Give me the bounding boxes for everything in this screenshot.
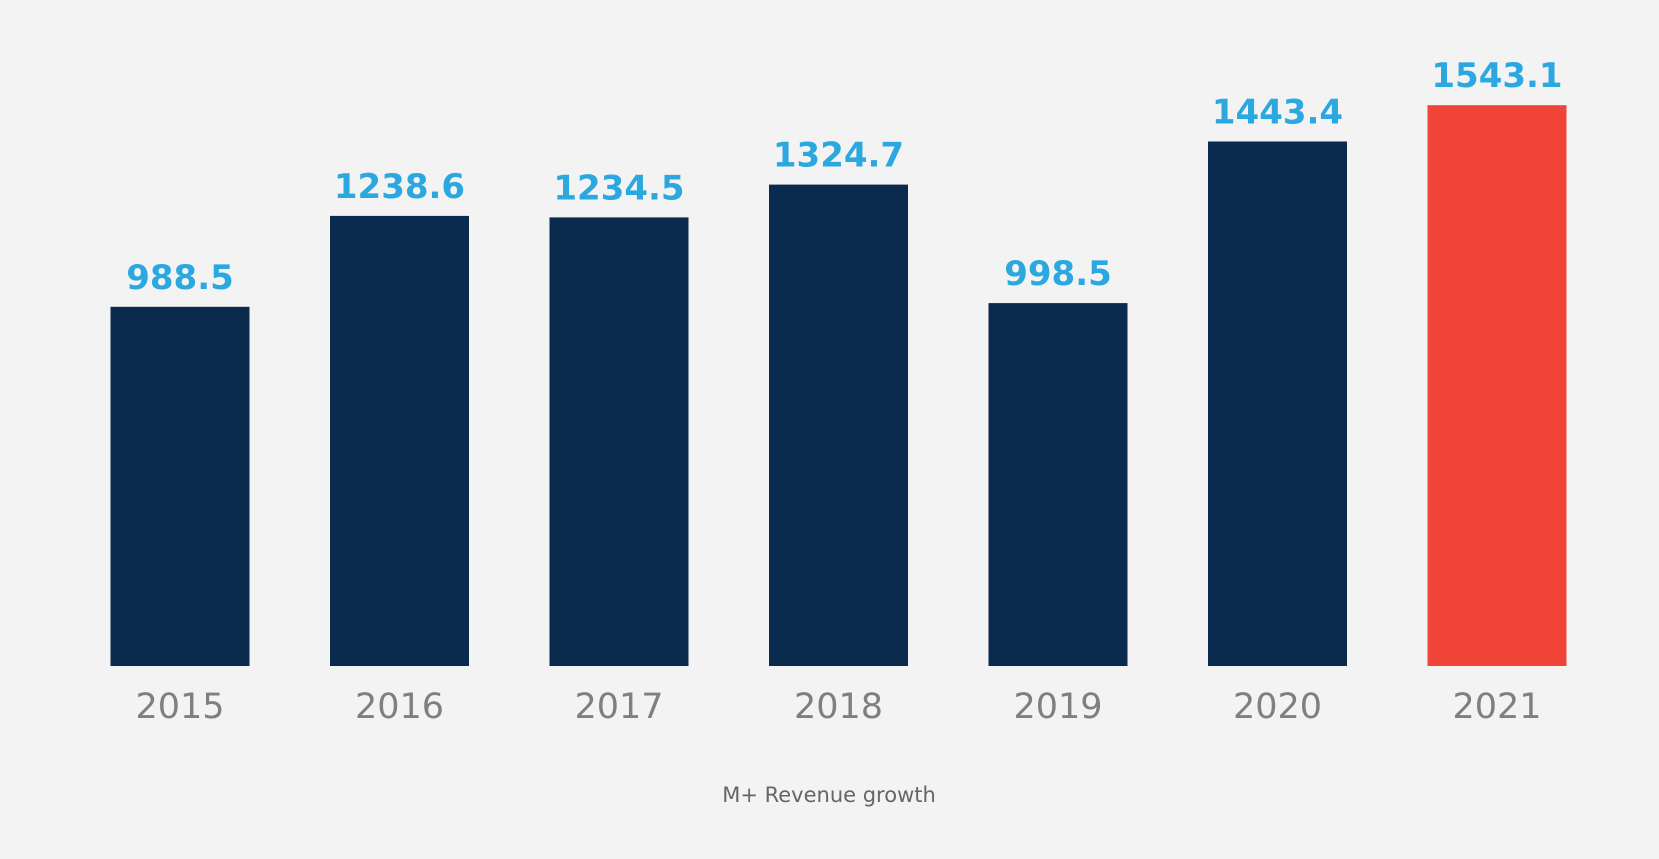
- bar-2017: [549, 217, 689, 666]
- value-labels-layer: 988.5 1238.6 1234.5 1324.7 998.5 1443.4 1543.1: [126, 56, 1562, 298]
- value-label-2021: 1543.1: [1431, 56, 1562, 96]
- x-tick-label-2019: 2019: [1013, 687, 1102, 727]
- x-tick-label-2017: 2017: [574, 687, 663, 727]
- bar-2018: [769, 184, 908, 666]
- x-tick-label-2015: 2015: [135, 687, 224, 727]
- bar-2020: [1208, 141, 1347, 666]
- x-tick-label-2021: 2021: [1452, 687, 1541, 727]
- value-label-2017: 1234.5: [553, 168, 684, 208]
- value-label-2019: 998.5: [1004, 254, 1112, 294]
- x-tick-label-2018: 2018: [794, 687, 883, 727]
- bar-2021: [1427, 105, 1567, 666]
- bars-layer: [110, 105, 1567, 666]
- value-label-2018: 1324.7: [773, 136, 904, 176]
- x-tick-label-2016: 2016: [355, 687, 444, 727]
- x-axis-tick-labels: 2015 2016 2017 2018 2019 2020 2021: [135, 687, 1541, 727]
- value-label-2016: 1238.6: [334, 167, 465, 207]
- value-label-2020: 1443.4: [1212, 93, 1343, 133]
- chart-caption: M+ Revenue growth: [722, 783, 936, 807]
- x-tick-label-2020: 2020: [1233, 687, 1322, 727]
- bar-2016: [330, 215, 469, 666]
- bar-2015: [110, 306, 250, 666]
- value-label-2015: 988.5: [126, 258, 234, 298]
- bar-2019: [988, 303, 1128, 666]
